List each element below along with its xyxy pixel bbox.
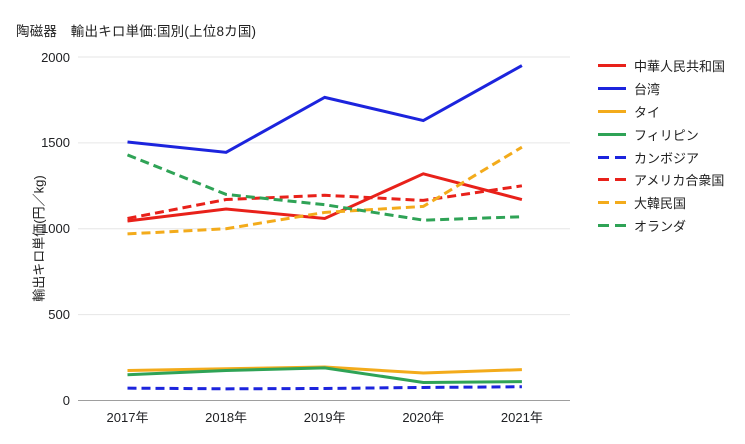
legend-label: オランダ — [634, 219, 687, 235]
series-line-china — [127, 172, 523, 223]
legend-swatch-south-korea-icon — [598, 201, 626, 205]
legend-label: フィリピン — [634, 127, 699, 143]
y-tick-label: 2000 — [41, 49, 70, 65]
legend-label: 大韓民国 — [634, 196, 687, 212]
legend-swatch-philippines-icon — [598, 132, 626, 136]
legend-label: アメリカ合衆国 — [634, 173, 725, 189]
x-tick-label: 2021年 — [500, 410, 543, 425]
chart-title: 陶磁器 輸出キロ単価:国別(上位8カ国) — [16, 24, 257, 39]
series-line-taiwan — [127, 64, 523, 154]
legend-label: タイ — [634, 104, 661, 120]
y-tick-label: 1500 — [41, 135, 70, 151]
legend-swatch-usa-icon — [598, 178, 626, 182]
series-line-south-korea — [127, 145, 523, 236]
y-tick-label: 1000 — [41, 221, 70, 237]
x-tick-label: 2020年 — [402, 410, 445, 425]
legend-swatch-netherlands-icon — [598, 224, 626, 228]
legend: 中華人民共和国 台湾タイフィリピンカンボジアアメリカ合衆国 大韓民国オランダ — [598, 54, 725, 237]
y-tick-label: 0 — [62, 393, 70, 408]
y-tick-label: 500 — [48, 307, 70, 323]
legend-item-philippines: フィリピン — [598, 123, 725, 146]
legend-label: 台湾 — [634, 81, 661, 97]
legend-swatch-thailand-icon — [598, 109, 626, 113]
legend-swatch-taiwan-icon — [598, 86, 626, 90]
legend-item-netherlands: オランダ — [598, 214, 725, 237]
x-tick-label: 2017年 — [106, 410, 149, 425]
legend-item-cambodia: カンボジア — [598, 146, 725, 169]
legend-item-south-korea: 大韓民国 — [598, 191, 725, 214]
series-line-usa — [127, 184, 523, 220]
x-tick-label: 2019年 — [303, 410, 346, 425]
series-line-philippines — [127, 366, 522, 384]
legend-item-usa: アメリカ合衆国 — [598, 168, 725, 191]
legend-swatch-cambodia-icon — [598, 155, 626, 159]
legend-item-thailand: タイ — [598, 100, 725, 123]
legend-label: カンボジア — [634, 150, 700, 166]
legend-item-taiwan: 台湾 — [598, 77, 725, 100]
legend-label: 中華人民共和国 — [634, 58, 726, 74]
legend-item-china: 中華人民共和国 — [598, 54, 725, 77]
x-tick-label: 2018年 — [205, 410, 248, 425]
series-line-netherlands — [126, 153, 522, 222]
legend-swatch-china-icon — [598, 63, 626, 67]
series-line-cambodia — [127, 385, 522, 391]
